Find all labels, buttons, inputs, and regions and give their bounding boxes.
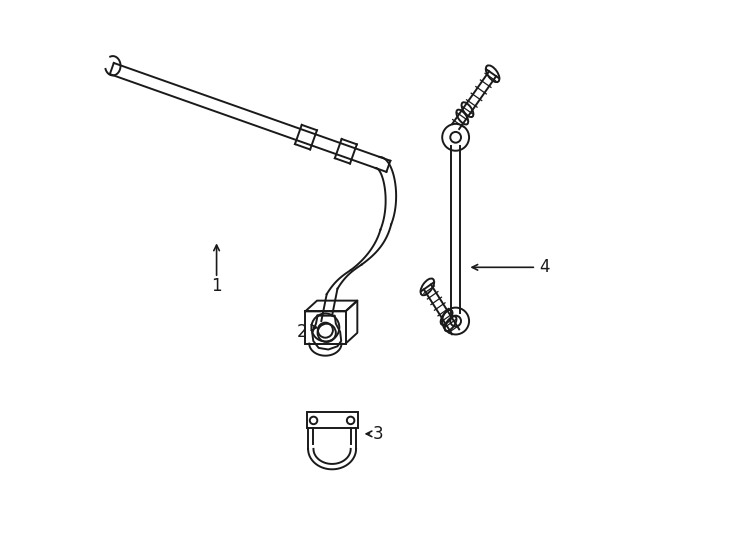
- Text: 3: 3: [372, 425, 383, 443]
- Text: 2: 2: [297, 323, 308, 341]
- Text: 1: 1: [211, 277, 222, 295]
- Text: 4: 4: [539, 258, 550, 276]
